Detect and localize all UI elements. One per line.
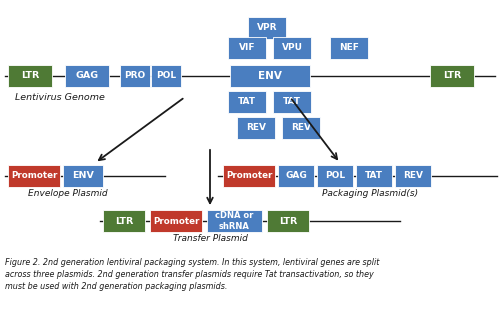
- FancyBboxPatch shape: [273, 91, 311, 113]
- Text: TAT: TAT: [365, 171, 383, 181]
- Text: REV: REV: [403, 171, 423, 181]
- FancyBboxPatch shape: [282, 117, 320, 139]
- FancyBboxPatch shape: [356, 165, 392, 187]
- FancyBboxPatch shape: [267, 210, 309, 232]
- FancyBboxPatch shape: [65, 65, 109, 87]
- FancyBboxPatch shape: [430, 65, 474, 87]
- FancyBboxPatch shape: [103, 210, 145, 232]
- Text: LTR: LTR: [443, 72, 461, 80]
- FancyBboxPatch shape: [248, 17, 286, 39]
- FancyBboxPatch shape: [150, 210, 202, 232]
- Text: LTR: LTR: [115, 216, 133, 226]
- Text: Promoter: Promoter: [153, 216, 199, 226]
- Text: NEF: NEF: [339, 43, 359, 53]
- FancyBboxPatch shape: [120, 65, 150, 87]
- Text: VIF: VIF: [239, 43, 256, 53]
- Text: Figure 2. 2nd generation lentiviral packaging system. In this system, lentiviral: Figure 2. 2nd generation lentiviral pack…: [5, 258, 380, 291]
- Text: POL: POL: [156, 72, 176, 80]
- FancyBboxPatch shape: [207, 210, 262, 232]
- Text: GAG: GAG: [76, 72, 98, 80]
- Text: TAT: TAT: [238, 97, 256, 107]
- FancyBboxPatch shape: [230, 65, 310, 87]
- Text: LTR: LTR: [279, 216, 297, 226]
- Text: Promoter: Promoter: [11, 171, 57, 181]
- Text: ENV: ENV: [258, 71, 282, 81]
- Text: Promoter: Promoter: [226, 171, 272, 181]
- FancyBboxPatch shape: [237, 117, 275, 139]
- FancyBboxPatch shape: [223, 165, 275, 187]
- Text: LTR: LTR: [21, 72, 39, 80]
- Text: POL: POL: [325, 171, 345, 181]
- Text: Envelope Plasmid: Envelope Plasmid: [28, 189, 108, 198]
- Text: Lentivirus Genome: Lentivirus Genome: [15, 93, 105, 102]
- Text: PRO: PRO: [124, 72, 146, 80]
- FancyBboxPatch shape: [151, 65, 181, 87]
- FancyBboxPatch shape: [278, 165, 314, 187]
- FancyBboxPatch shape: [8, 65, 52, 87]
- Text: ENV: ENV: [72, 171, 94, 181]
- Text: VPR: VPR: [257, 24, 277, 32]
- FancyBboxPatch shape: [317, 165, 353, 187]
- FancyBboxPatch shape: [228, 37, 266, 59]
- FancyBboxPatch shape: [330, 37, 368, 59]
- FancyBboxPatch shape: [395, 165, 431, 187]
- FancyBboxPatch shape: [273, 37, 311, 59]
- Text: GAG: GAG: [285, 171, 307, 181]
- Text: REV: REV: [246, 124, 266, 132]
- Text: cDNA or
shRNA: cDNA or shRNA: [216, 211, 254, 231]
- Text: TAT: TAT: [283, 97, 301, 107]
- Text: VPU: VPU: [282, 43, 302, 53]
- FancyBboxPatch shape: [8, 165, 60, 187]
- FancyBboxPatch shape: [63, 165, 103, 187]
- Text: Packaging Plasmid(s): Packaging Plasmid(s): [322, 189, 418, 198]
- Text: REV: REV: [291, 124, 311, 132]
- FancyBboxPatch shape: [228, 91, 266, 113]
- Text: Transfer Plasmid: Transfer Plasmid: [172, 234, 248, 243]
